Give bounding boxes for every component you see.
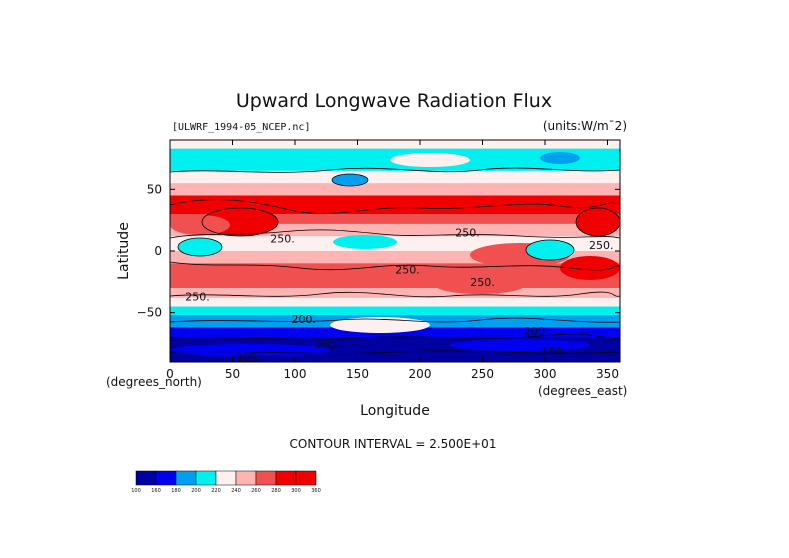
colorbar-swatch <box>275 470 297 486</box>
heatmap-feature <box>560 256 620 280</box>
heatmap-feature <box>333 235 397 249</box>
contour-labels: 250. 250. 250. 250. 250. 250. 200. 200. 150. 150.… <box>185 227 613 365</box>
heatmap-feature <box>435 276 525 294</box>
contour-line <box>169 291 621 298</box>
heatmap-feature <box>170 215 230 235</box>
y-tick-label: −50 <box>137 306 162 320</box>
heatmap-band <box>170 327 620 338</box>
heatmap-band <box>170 140 620 150</box>
heatmap-band <box>170 170 620 184</box>
colorbar-label: 220 <box>211 488 221 494</box>
contour-line <box>177 237 223 257</box>
colorbar: 100 160 180 200 220 240 260 280 300 360 <box>131 470 321 494</box>
plot-area: 250. 250. 250. 250. 250. 250. 200. 200. 150. 150.… <box>137 139 621 381</box>
heatmap-feature <box>390 153 470 167</box>
heatmap-feature <box>300 265 410 285</box>
x-tick-label: 250 <box>471 367 494 381</box>
x-unit-label: (degrees_east) <box>538 384 627 398</box>
contour-label: 250. <box>270 233 295 246</box>
contour-label: 250. <box>470 276 495 289</box>
colorbar-label: 180 <box>171 488 181 494</box>
heatmap-feature <box>178 238 222 256</box>
colorbar-swatch <box>175 470 197 486</box>
contour-label: 200. <box>524 325 549 338</box>
axis-ticks: 0 50 100 150 200 250 300 350 50 0 −50 <box>137 140 620 381</box>
heatmap-band <box>170 183 620 196</box>
heatmap-feature <box>540 152 580 164</box>
chart-subtitle: [ULWRF_1994-05_NCEP.nc] <box>172 122 310 133</box>
contour-line <box>169 333 621 340</box>
heatmap-feature <box>526 240 574 260</box>
colorbar-swatch <box>255 470 277 486</box>
contour-line <box>169 167 621 173</box>
y-tick-label: 50 <box>147 182 162 196</box>
contour-label: 250. <box>185 291 210 304</box>
colorbar-swatch <box>195 470 217 486</box>
y-axis-label: Latitude <box>116 222 132 280</box>
contour-line <box>169 229 621 239</box>
x-tick-label: 100 <box>284 367 307 381</box>
colorbar-swatch <box>135 470 157 486</box>
contour-interval-text: CONTOUR INTERVAL = 2.500E+01 <box>290 437 497 451</box>
y-unit-label: (degrees_north) <box>106 375 202 389</box>
heatmap-band <box>170 306 620 316</box>
heatmap-features <box>170 152 620 356</box>
chart-title: Upward Longwave Radiation Flux <box>236 90 552 112</box>
x-tick-label: 150 <box>346 367 369 381</box>
contour-line <box>201 207 279 237</box>
x-tick-label: 300 <box>534 367 557 381</box>
colorbar-swatch <box>295 470 317 486</box>
colorbar-label: 300 <box>291 488 301 494</box>
colorbar-label: 100 <box>131 488 141 494</box>
x-tick-label: 350 <box>596 367 619 381</box>
contour-line <box>525 239 575 261</box>
contour-label: 150. <box>314 338 339 351</box>
colorbar-label: 360 <box>311 488 321 494</box>
contour-label: 150. <box>542 346 567 359</box>
colorbar-swatch <box>215 470 237 486</box>
contour-label: 250. <box>455 227 480 240</box>
colorbar-swatch <box>235 470 257 486</box>
units-label: (units:W/m¯2) <box>543 119 627 133</box>
colorbar-label: 240 <box>231 488 241 494</box>
heatmap-feature <box>330 317 430 333</box>
heatmap-band <box>170 195 620 215</box>
y-tick-label: 0 <box>154 244 162 258</box>
heatmap-feature <box>576 208 620 236</box>
heatmap-band <box>170 214 620 225</box>
contour-label: 200. <box>292 313 317 326</box>
x-tick-label: 200 <box>409 367 432 381</box>
colorbar-label: 260 <box>251 488 261 494</box>
contour-line <box>169 350 621 354</box>
heatmap-band <box>170 223 620 237</box>
colorbar-label: 200 <box>191 488 201 494</box>
contour-line <box>331 173 369 187</box>
contour-line <box>169 261 621 271</box>
heatmap-band <box>170 288 620 299</box>
contour-line <box>169 317 621 323</box>
colorbar-label: 280 <box>271 488 281 494</box>
contour-label: 250. <box>589 239 614 252</box>
contour-label: 100. <box>237 351 262 364</box>
heatmap-feature <box>450 339 590 351</box>
contour-line <box>169 199 621 214</box>
heatmap-band <box>170 297 620 307</box>
heatmap-feature <box>332 174 368 186</box>
x-tick-label: 0 <box>166 367 174 381</box>
contour-lines <box>169 167 621 354</box>
x-axis-label: Longitude <box>360 403 430 419</box>
contour-label: 250. <box>395 264 420 277</box>
colorbar-swatch <box>155 470 177 486</box>
x-tick-label: 50 <box>225 367 240 381</box>
colorbar-label: 160 <box>151 488 161 494</box>
